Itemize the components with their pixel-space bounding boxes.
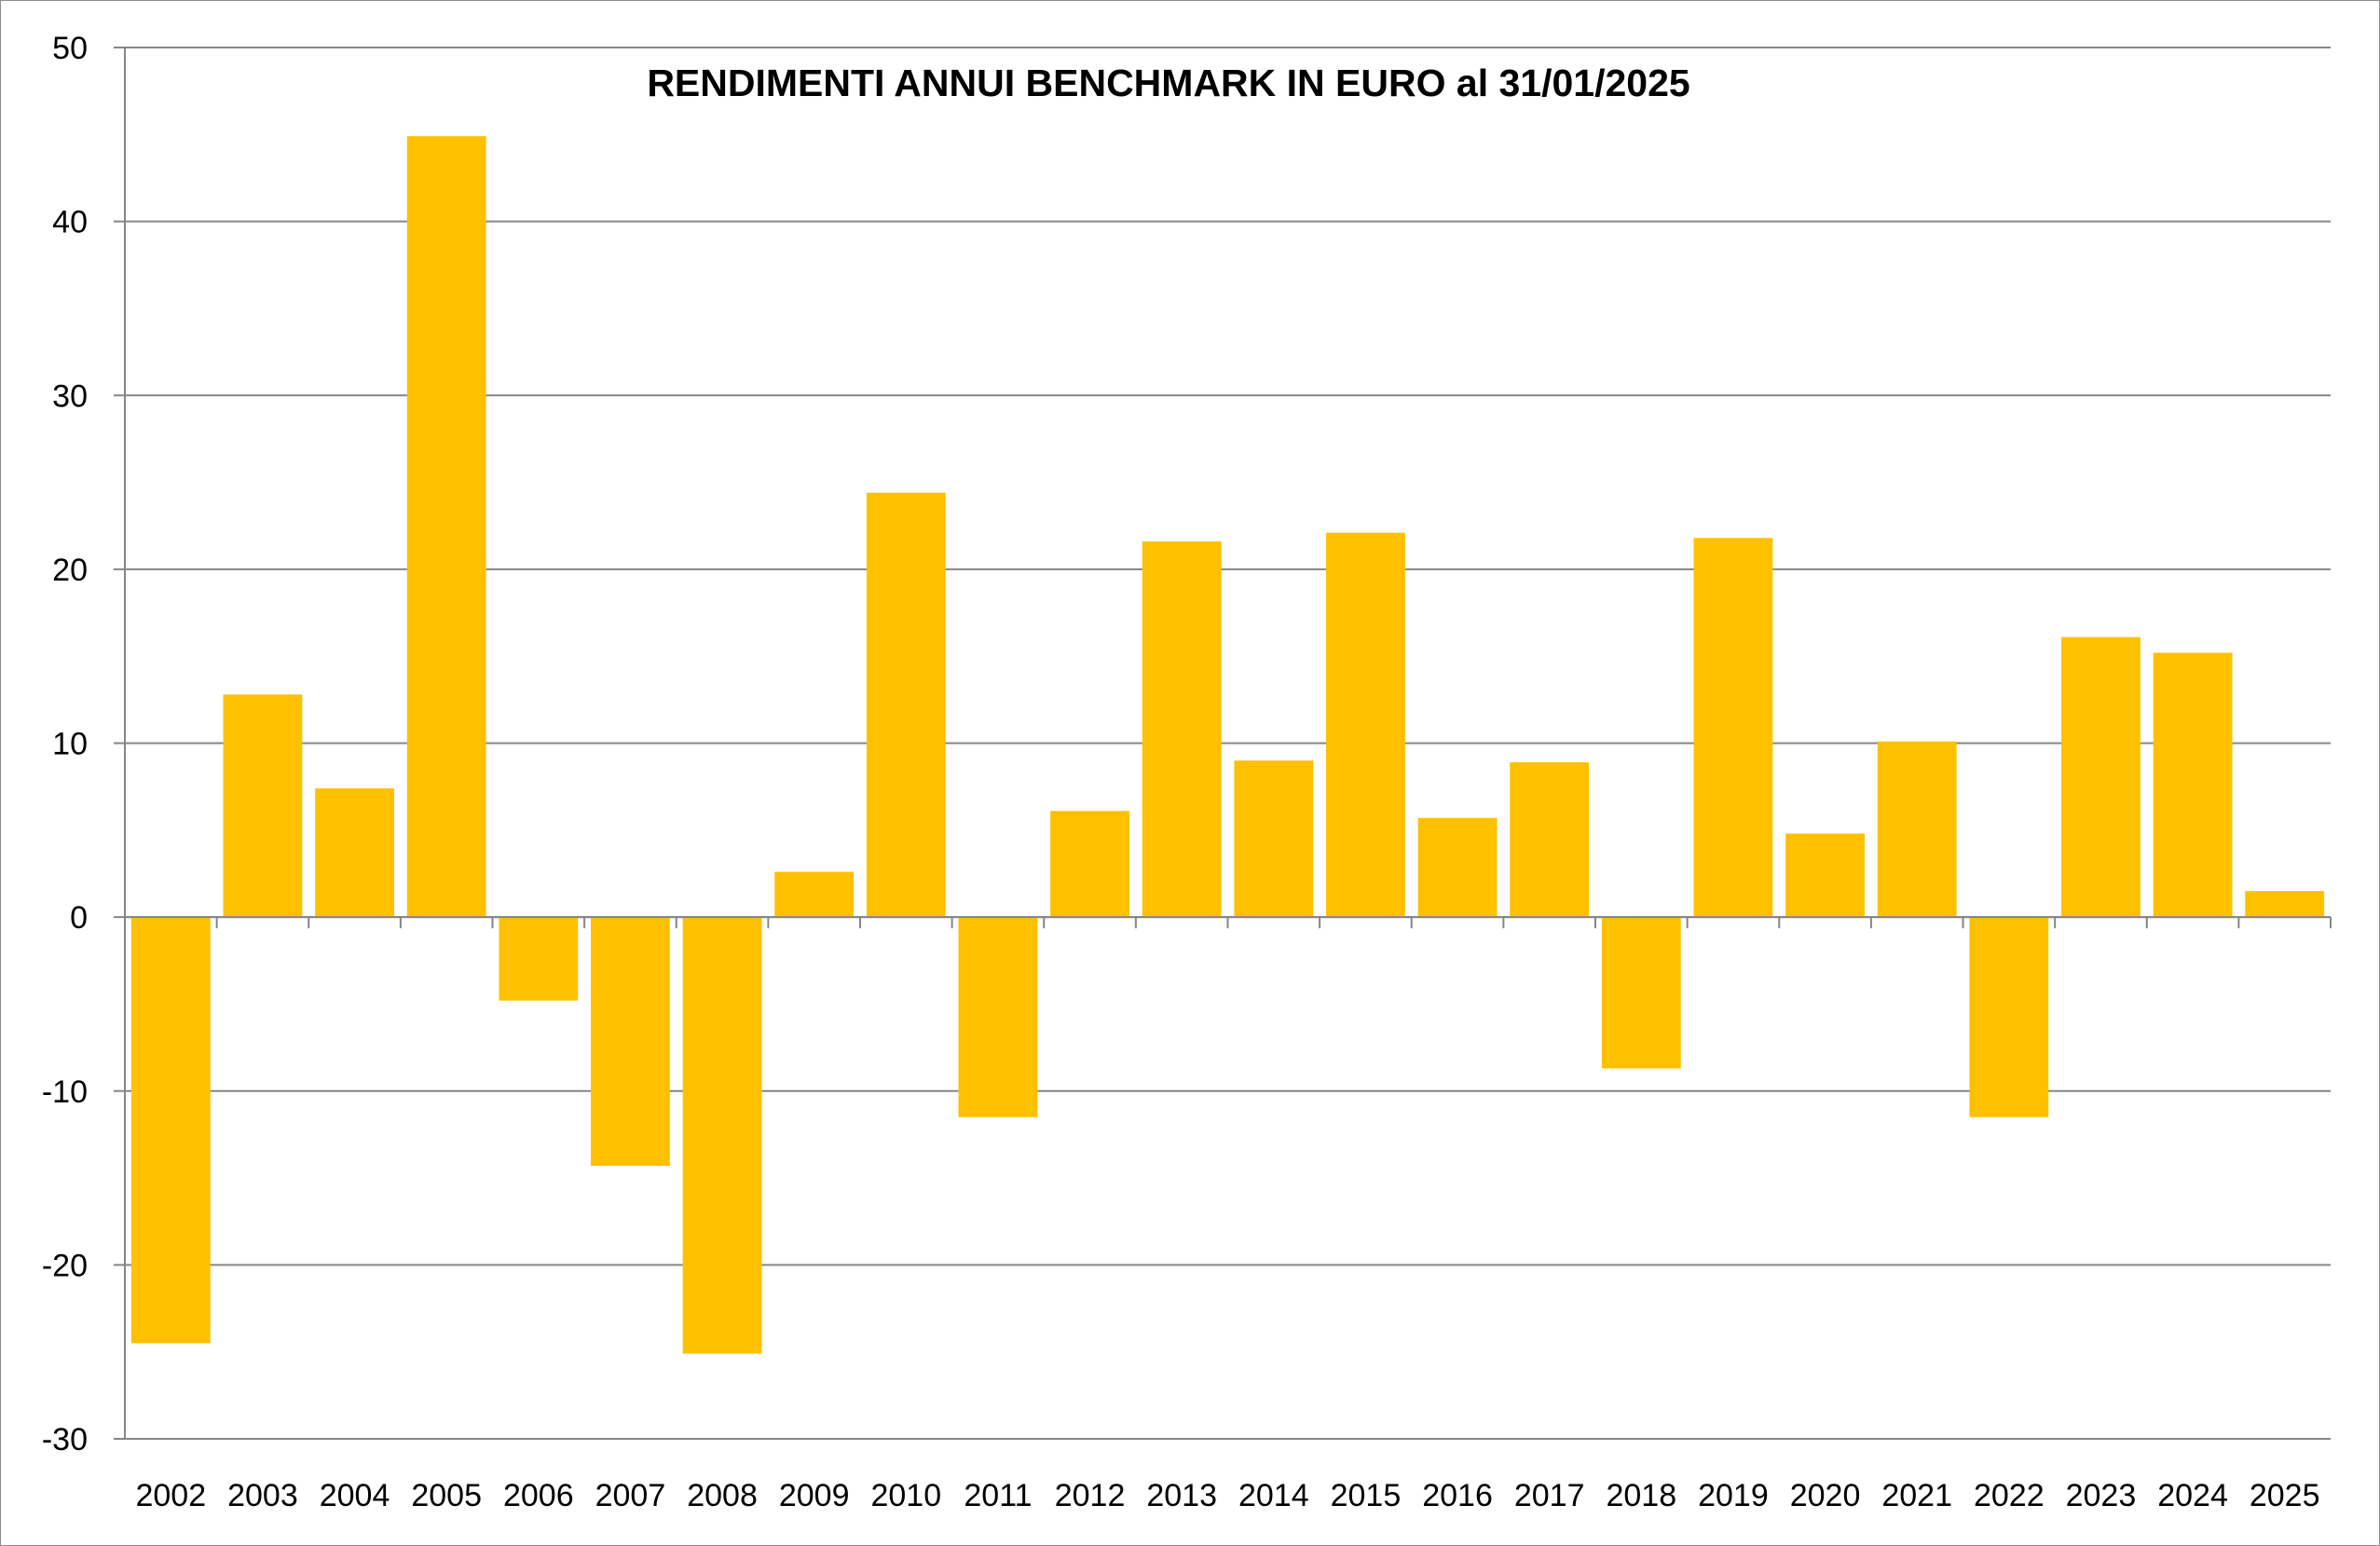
bar-2011	[958, 917, 1038, 1117]
x-tick-label-2014: 2014	[1238, 1478, 1309, 1513]
x-tick-label-2003: 2003	[227, 1478, 298, 1513]
chart-title: RENDIMENTI ANNUI BENCHMARK IN EURO al 31…	[647, 62, 1689, 104]
y-tick-label: 40	[52, 205, 88, 240]
y-tick-label: 20	[52, 553, 88, 588]
x-tick-label-2009: 2009	[779, 1478, 850, 1513]
bars	[130, 136, 2325, 1354]
x-tick-labels: 2002 2003 2004 2005 2006 2007 2008 2009 2010 2011…	[135, 1478, 2319, 1513]
x-tick-label-2010: 2010	[870, 1478, 941, 1513]
axes	[114, 47, 2332, 1440]
x-tick-label-2005: 2005	[411, 1478, 482, 1513]
x-tick-label-2023: 2023	[2066, 1478, 2137, 1513]
x-tick-label-2019: 2019	[1698, 1478, 1769, 1513]
x-tick-label-2004: 2004	[320, 1478, 390, 1513]
bar-2005	[406, 136, 486, 918]
bar-2025	[2245, 891, 2325, 918]
x-tick-label-2008: 2008	[687, 1478, 758, 1513]
bar-2006	[499, 917, 579, 1001]
bar-2008	[682, 917, 762, 1354]
y-tick-label: -20	[42, 1248, 88, 1283]
bar-2003	[223, 694, 303, 918]
bar-2017	[1510, 762, 1590, 918]
bar-2014	[1234, 760, 1314, 918]
x-tick-label-2018: 2018	[1606, 1478, 1676, 1513]
y-tick-label: -30	[42, 1422, 88, 1457]
x-tick-label-2017: 2017	[1514, 1478, 1585, 1513]
x-tick-label-2022: 2022	[1974, 1478, 2045, 1513]
bar-2009	[774, 871, 855, 918]
x-tick-label-2012: 2012	[1055, 1478, 1126, 1513]
bar-2018	[1601, 917, 1681, 1069]
x-tick-label-2016: 2016	[1422, 1478, 1493, 1513]
bar-2004	[315, 788, 394, 918]
bar-2015	[1326, 532, 1405, 918]
bar-2019	[1693, 538, 1773, 918]
bar-2010	[866, 492, 946, 918]
bar-2020	[1785, 833, 1865, 918]
bar-2021	[1877, 741, 1957, 918]
y-tick-label: 30	[52, 378, 88, 414]
x-tick-label-2002: 2002	[135, 1478, 206, 1513]
y-tick-label: -10	[42, 1074, 88, 1110]
y-tick-label: 10	[52, 727, 88, 762]
bar-2013	[1142, 541, 1222, 918]
bar-2007	[591, 917, 670, 1166]
x-tick-label-2006: 2006	[503, 1478, 574, 1513]
y-tick-label: 50	[52, 31, 88, 66]
y-tick-label: 0	[70, 900, 88, 936]
x-tick-label-2021: 2021	[1881, 1478, 1952, 1513]
x-tick-label-2007: 2007	[595, 1478, 666, 1513]
bar-2012	[1050, 811, 1129, 918]
y-tick-labels: 50 40 30 20 10 0 -10 -20 -30	[42, 31, 88, 1457]
x-tick-label-2013: 2013	[1146, 1478, 1217, 1513]
bar-2016	[1417, 817, 1498, 918]
x-tick-label-2011: 2011	[964, 1478, 1032, 1513]
x-tick-label-2025: 2025	[2250, 1478, 2320, 1513]
x-tick-label-2024: 2024	[2157, 1478, 2228, 1513]
bar-2002	[130, 917, 211, 1344]
bar-2022	[1969, 917, 2049, 1117]
bar-2023	[2061, 636, 2141, 918]
x-tick-label-2015: 2015	[1331, 1478, 1402, 1513]
x-tick-label-2020: 2020	[1790, 1478, 1861, 1513]
bar-2024	[2153, 652, 2233, 918]
